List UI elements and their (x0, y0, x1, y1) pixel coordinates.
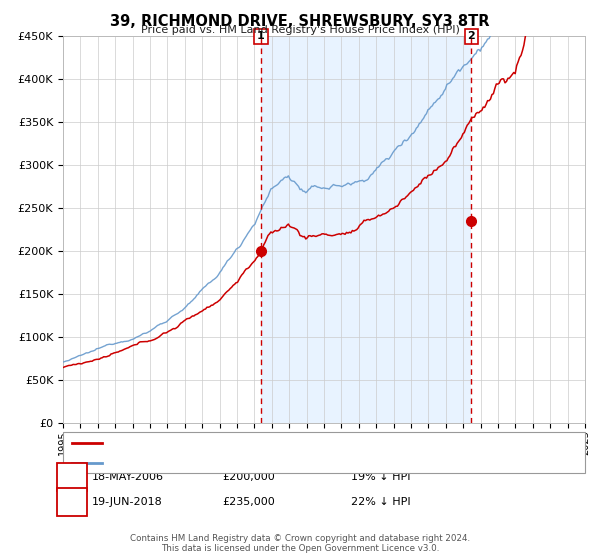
Text: 39, RICHMOND DRIVE, SHREWSBURY, SY3 8TR (detached house): 39, RICHMOND DRIVE, SHREWSBURY, SY3 8TR … (108, 438, 444, 447)
Text: 2: 2 (68, 497, 76, 507)
Text: Price paid vs. HM Land Registry's House Price Index (HPI): Price paid vs. HM Land Registry's House … (140, 25, 460, 35)
Text: 18-MAY-2006: 18-MAY-2006 (92, 472, 164, 482)
Text: 19% ↓ HPI: 19% ↓ HPI (351, 472, 410, 482)
Text: £200,000: £200,000 (222, 472, 275, 482)
Text: 19-JUN-2018: 19-JUN-2018 (92, 497, 163, 507)
Text: 1: 1 (257, 31, 265, 41)
Text: HPI: Average price, detached house, Shropshire: HPI: Average price, detached house, Shro… (108, 458, 357, 468)
Text: £235,000: £235,000 (222, 497, 275, 507)
Text: Contains HM Land Registry data © Crown copyright and database right 2024.: Contains HM Land Registry data © Crown c… (130, 534, 470, 543)
Text: This data is licensed under the Open Government Licence v3.0.: This data is licensed under the Open Gov… (161, 544, 439, 553)
Text: 39, RICHMOND DRIVE, SHREWSBURY, SY3 8TR: 39, RICHMOND DRIVE, SHREWSBURY, SY3 8TR (110, 14, 490, 29)
Text: 1: 1 (68, 472, 76, 482)
Text: 22% ↓ HPI: 22% ↓ HPI (351, 497, 410, 507)
Text: 2: 2 (467, 31, 475, 41)
Bar (261, 36, 472, 423)
